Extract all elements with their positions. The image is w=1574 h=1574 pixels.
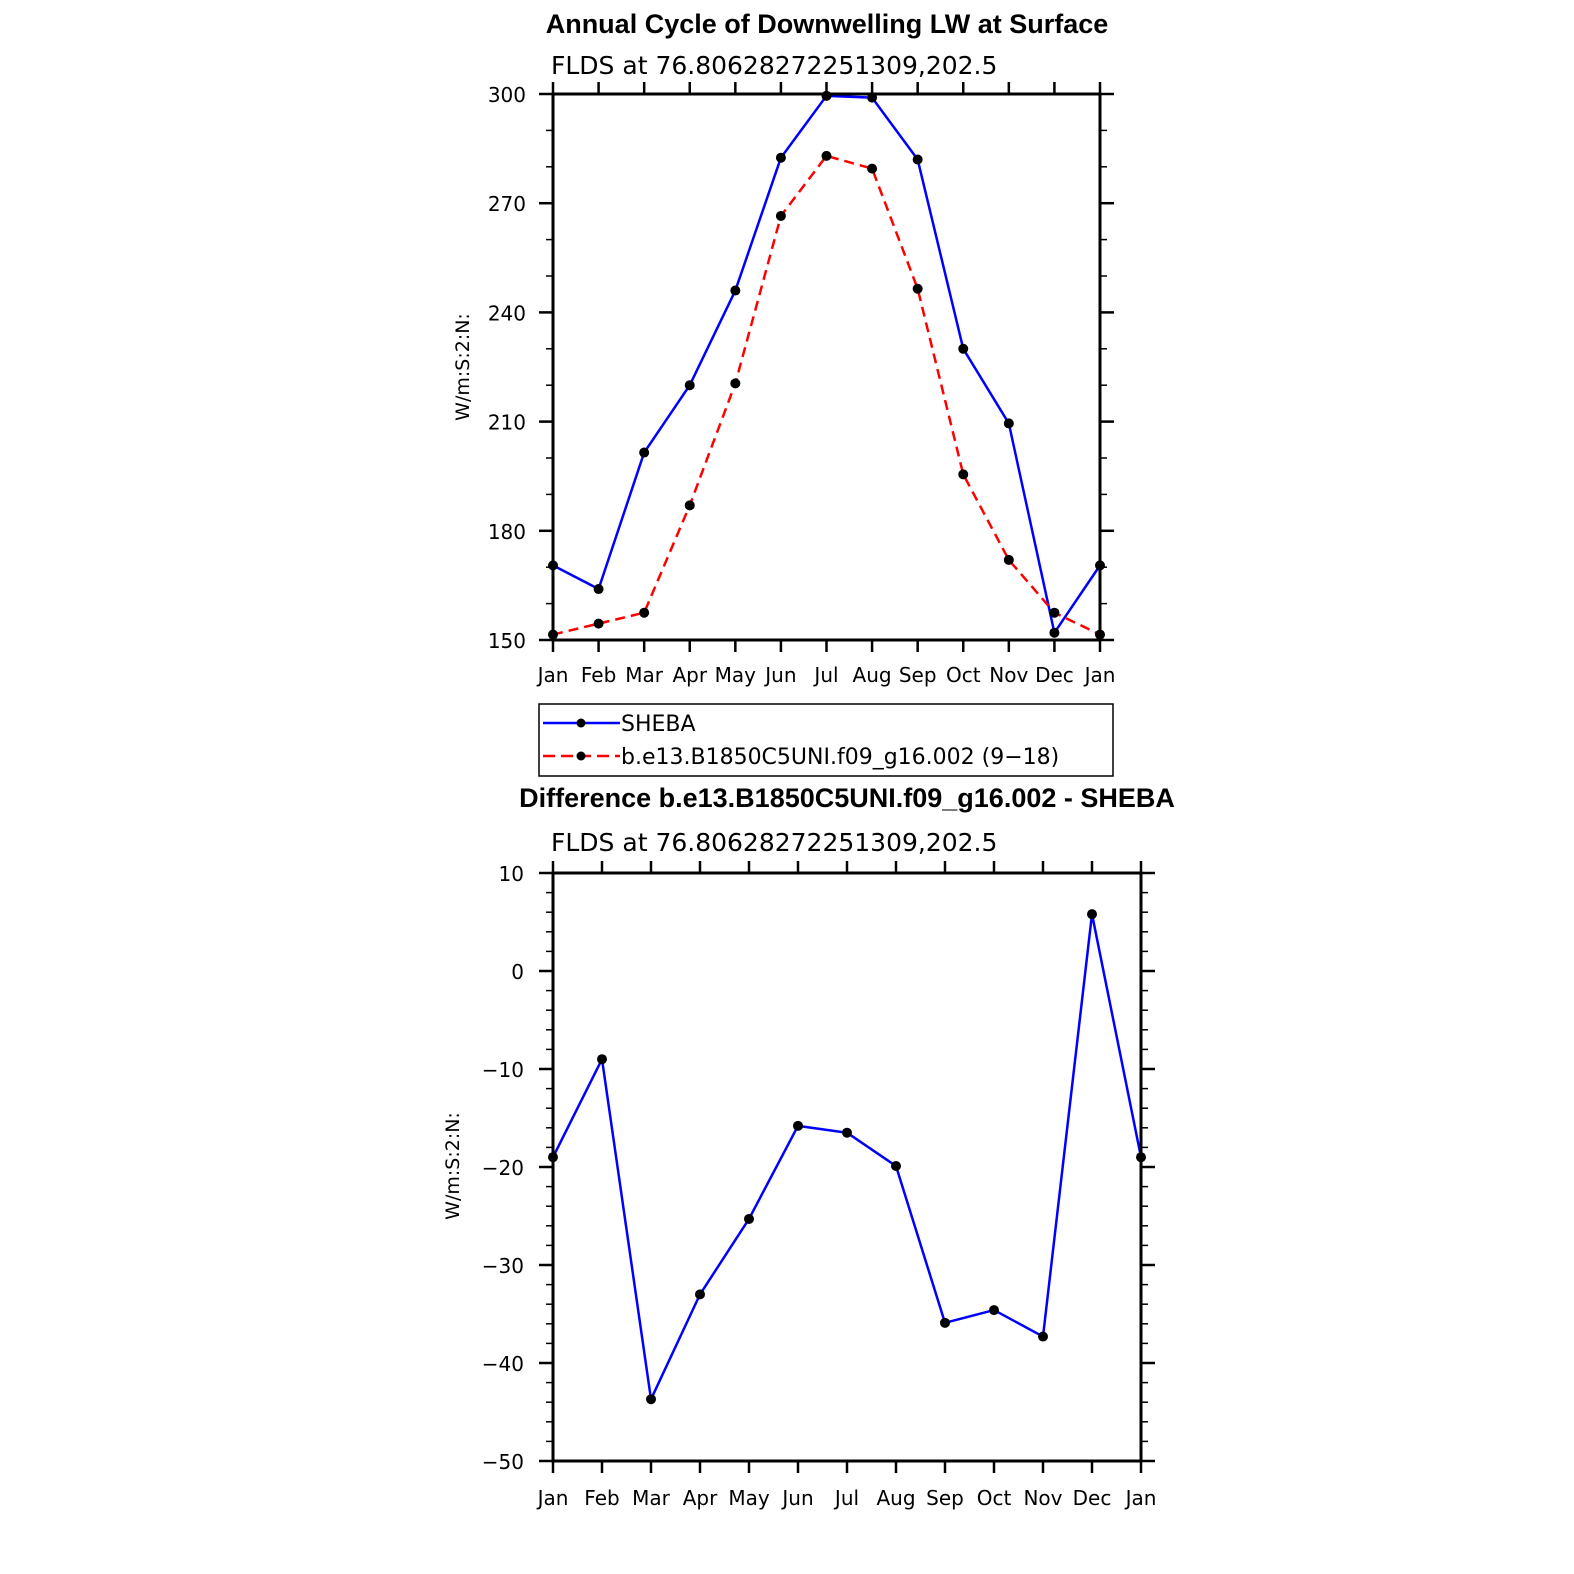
top-series-1-point (958, 343, 969, 354)
bottom-y-tick-label: −10 (482, 1058, 524, 1082)
top-y-tick-label: 270 (488, 192, 526, 216)
bottom-x-tick-label: Nov (1023, 1486, 1062, 1510)
top-x-tick-label: Mar (625, 663, 664, 687)
top-x-tick-label: May (715, 663, 757, 687)
bottom-x-tick-label: Mar (632, 1486, 671, 1510)
bottom-x-tick-label: May (728, 1486, 770, 1510)
bottom-y-axis-label: W/m:S:2:N: (442, 1112, 464, 1220)
bottom-series-1-point (597, 1054, 607, 1065)
top-chart-subtitle: FLDS at 76.80628272251309,202.5 (551, 51, 997, 80)
top-series-1-point (1003, 418, 1014, 429)
top-x-tick-label: Oct (946, 663, 981, 687)
bottom-series-1-point (989, 1305, 999, 1316)
bottom-series-1-point (891, 1161, 901, 1172)
bottom-y-tick-label: 0 (511, 960, 524, 984)
top-y-tick-label: 180 (488, 520, 526, 544)
legend-marker-sheba (576, 718, 586, 728)
bottom-chart-title: Difference b.e13.B1850C5UNI.f09_g16.002 … (519, 783, 1175, 813)
top-series-1-point (730, 285, 741, 296)
legend-marker-model (576, 751, 586, 761)
top-series-2-point (867, 163, 878, 174)
top-series-2-point (639, 607, 650, 618)
top-x-tick-labels: Jan Feb Mar Apr May Jun Jul Aug Sep Oct Nov Dec Jan (536, 663, 1116, 687)
bottom-y-tick-label: −50 (482, 1450, 524, 1474)
top-series-2-point (730, 378, 741, 389)
bottom-plot-frame (551, 871, 1143, 1463)
bottom-y-tick-label: −30 (482, 1254, 524, 1278)
bottom-series-1-point (842, 1127, 852, 1138)
bottom-x-tick-label: Apr (683, 1486, 718, 1510)
top-series-2-point (684, 500, 695, 511)
bottom-y-tick-labels: −50 −40 −30 −20 −10 0 10 (482, 862, 524, 1474)
bottom-x-tick-label: Oct (977, 1486, 1012, 1510)
top-x-tick-label: Dec (1035, 663, 1074, 687)
top-y-tick-labels: 150 180 210 240 270 300 (488, 83, 526, 653)
bottom-x-tick-label: Dec (1073, 1486, 1112, 1510)
top-axis-ticks (539, 82, 1114, 652)
bottom-series-1-point (646, 1394, 656, 1405)
top-y-tick-label: 210 (488, 411, 526, 435)
top-x-tick-label: Apr (672, 663, 707, 687)
top-series-2-point (912, 283, 923, 294)
legend-box (538, 703, 1114, 777)
top-series-1-point (821, 90, 832, 101)
bottom-x-tick-labels: Jan Feb Mar Apr May Jun Jul Aug Sep Oct Nov Dec Jan (536, 1486, 1157, 1510)
legend: SHEBA b.e13.B1850C5UNI.f09_g16.002 (9−18… (538, 703, 1114, 777)
top-series-2-point (1003, 554, 1014, 565)
bottom-series-1-point (744, 1213, 754, 1224)
top-y-tick-label: 300 (488, 83, 526, 107)
top-x-tick-label: Jul (812, 663, 838, 687)
top-chart-title: Annual Cycle of Downwelling LW at Surfac… (546, 9, 1109, 39)
top-series-2-point (958, 469, 969, 480)
top-x-tick-label: Aug (853, 663, 892, 687)
bottom-series-1-point (695, 1289, 705, 1300)
top-series-2-point (821, 150, 832, 161)
bottom-y-tick-label: −20 (482, 1156, 524, 1180)
annual-cycle-panel: Annual Cycle of Downwelling LW at Surfac… (452, 9, 1115, 687)
top-x-tick-label: Sep (899, 663, 937, 687)
top-series-2-point (1049, 607, 1060, 618)
bottom-series-1-point (940, 1317, 950, 1328)
bottom-x-tick-label: Feb (584, 1486, 619, 1510)
legend-label-sheba: SHEBA (621, 712, 696, 737)
top-x-tick-label: Jan (1083, 663, 1116, 687)
top-x-tick-label: Jun (763, 663, 796, 687)
top-x-tick-label: Nov (989, 663, 1028, 687)
legend-entry-model: b.e13.B1850C5UNI.f09_g16.002 (9−18) (543, 745, 1059, 770)
bottom-y-tick-label: −40 (482, 1352, 524, 1376)
bottom-x-tick-label: Sep (926, 1486, 964, 1510)
bottom-axis-ticks (539, 861, 1155, 1473)
top-y-tick-label: 240 (488, 301, 526, 325)
top-series-2-point (593, 618, 604, 629)
bottom-x-tick-label: Aug (876, 1486, 915, 1510)
bottom-series-1-point (1038, 1331, 1048, 1342)
difference-panel: Difference b.e13.B1850C5UNI.f09_g16.002 … (442, 783, 1175, 1510)
top-series-1-point (1049, 627, 1060, 638)
top-plot-frame (551, 92, 1102, 642)
legend-label-model: b.e13.B1850C5UNI.f09_g16.002 (9−18) (621, 745, 1059, 770)
bottom-series-1-point (1087, 909, 1097, 920)
top-x-tick-label: Feb (581, 663, 616, 687)
top-series-2-point (775, 210, 786, 221)
top-series-1-point (593, 584, 604, 595)
top-series-1-point (775, 152, 786, 163)
top-y-axis-label: W/m:S:2:N: (452, 313, 474, 421)
bottom-chart-subtitle: FLDS at 76.80628272251309,202.5 (551, 828, 997, 857)
legend-entry-sheba: SHEBA (543, 712, 696, 737)
bottom-x-tick-label: Jan (1124, 1486, 1157, 1510)
bottom-x-tick-label: Jun (780, 1486, 813, 1510)
bottom-series-1-point (793, 1120, 803, 1131)
top-x-tick-label: Jan (536, 663, 569, 687)
top-series-1-point (912, 154, 923, 165)
bottom-x-tick-label: Jan (536, 1486, 569, 1510)
top-series-1-point (684, 380, 695, 391)
bottom-x-tick-label: Jul (833, 1486, 859, 1510)
bottom-y-tick-label: 10 (499, 862, 524, 886)
top-series-1-point (639, 447, 650, 458)
top-y-tick-label: 150 (488, 629, 526, 653)
